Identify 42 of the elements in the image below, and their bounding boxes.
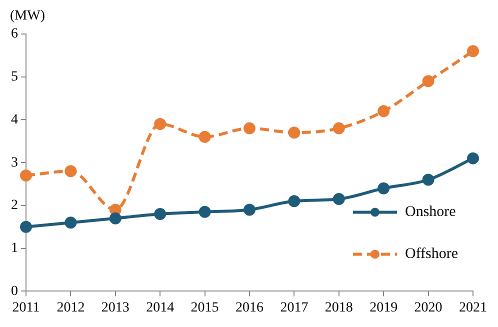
point: [288, 126, 300, 139]
point: [288, 195, 300, 208]
y-tick-label: 5: [11, 70, 18, 85]
point: [422, 75, 434, 88]
x-tick-label: 2021: [459, 300, 487, 316]
point: [109, 212, 122, 224]
y-tick-label: 3: [11, 155, 18, 170]
point: [422, 174, 434, 186]
point: [20, 169, 32, 182]
x-tick-label: 2019: [370, 300, 398, 316]
y-tick-label: 6: [11, 26, 18, 42]
x-tick-label: 2016: [236, 300, 264, 316]
y-tick-label: 2: [11, 198, 18, 214]
point: [467, 152, 479, 164]
point: [198, 130, 211, 143]
x-tick-label: 2012: [56, 300, 85, 316]
point: [64, 165, 77, 178]
x-tick-label: 2011: [12, 300, 40, 316]
x-tick-label: 2015: [190, 300, 219, 316]
point: [332, 122, 345, 134]
point: [378, 182, 390, 194]
point: [467, 45, 479, 58]
point: [154, 208, 166, 220]
legend-label: Offshore: [405, 246, 458, 262]
point: [244, 122, 256, 134]
x-tick-label: 2014: [146, 300, 174, 316]
y-axis-title: (MW): [10, 8, 46, 24]
y-tick-label: 4: [11, 112, 18, 128]
x-tick-label: 2020: [414, 300, 442, 316]
point: [20, 220, 32, 233]
x-tick-label: 2017: [280, 300, 308, 316]
point: [378, 105, 390, 118]
x-tick-label: 2013: [101, 300, 130, 316]
point: [154, 118, 166, 130]
y-tick-label: 0: [11, 284, 18, 299]
legend-label: Onshore: [405, 204, 456, 220]
x-tick-label: 2018: [324, 300, 353, 316]
point: [332, 193, 345, 206]
y-tick-label: 1: [11, 241, 18, 256]
point: [64, 216, 77, 229]
point: [244, 204, 256, 216]
point: [198, 206, 211, 218]
